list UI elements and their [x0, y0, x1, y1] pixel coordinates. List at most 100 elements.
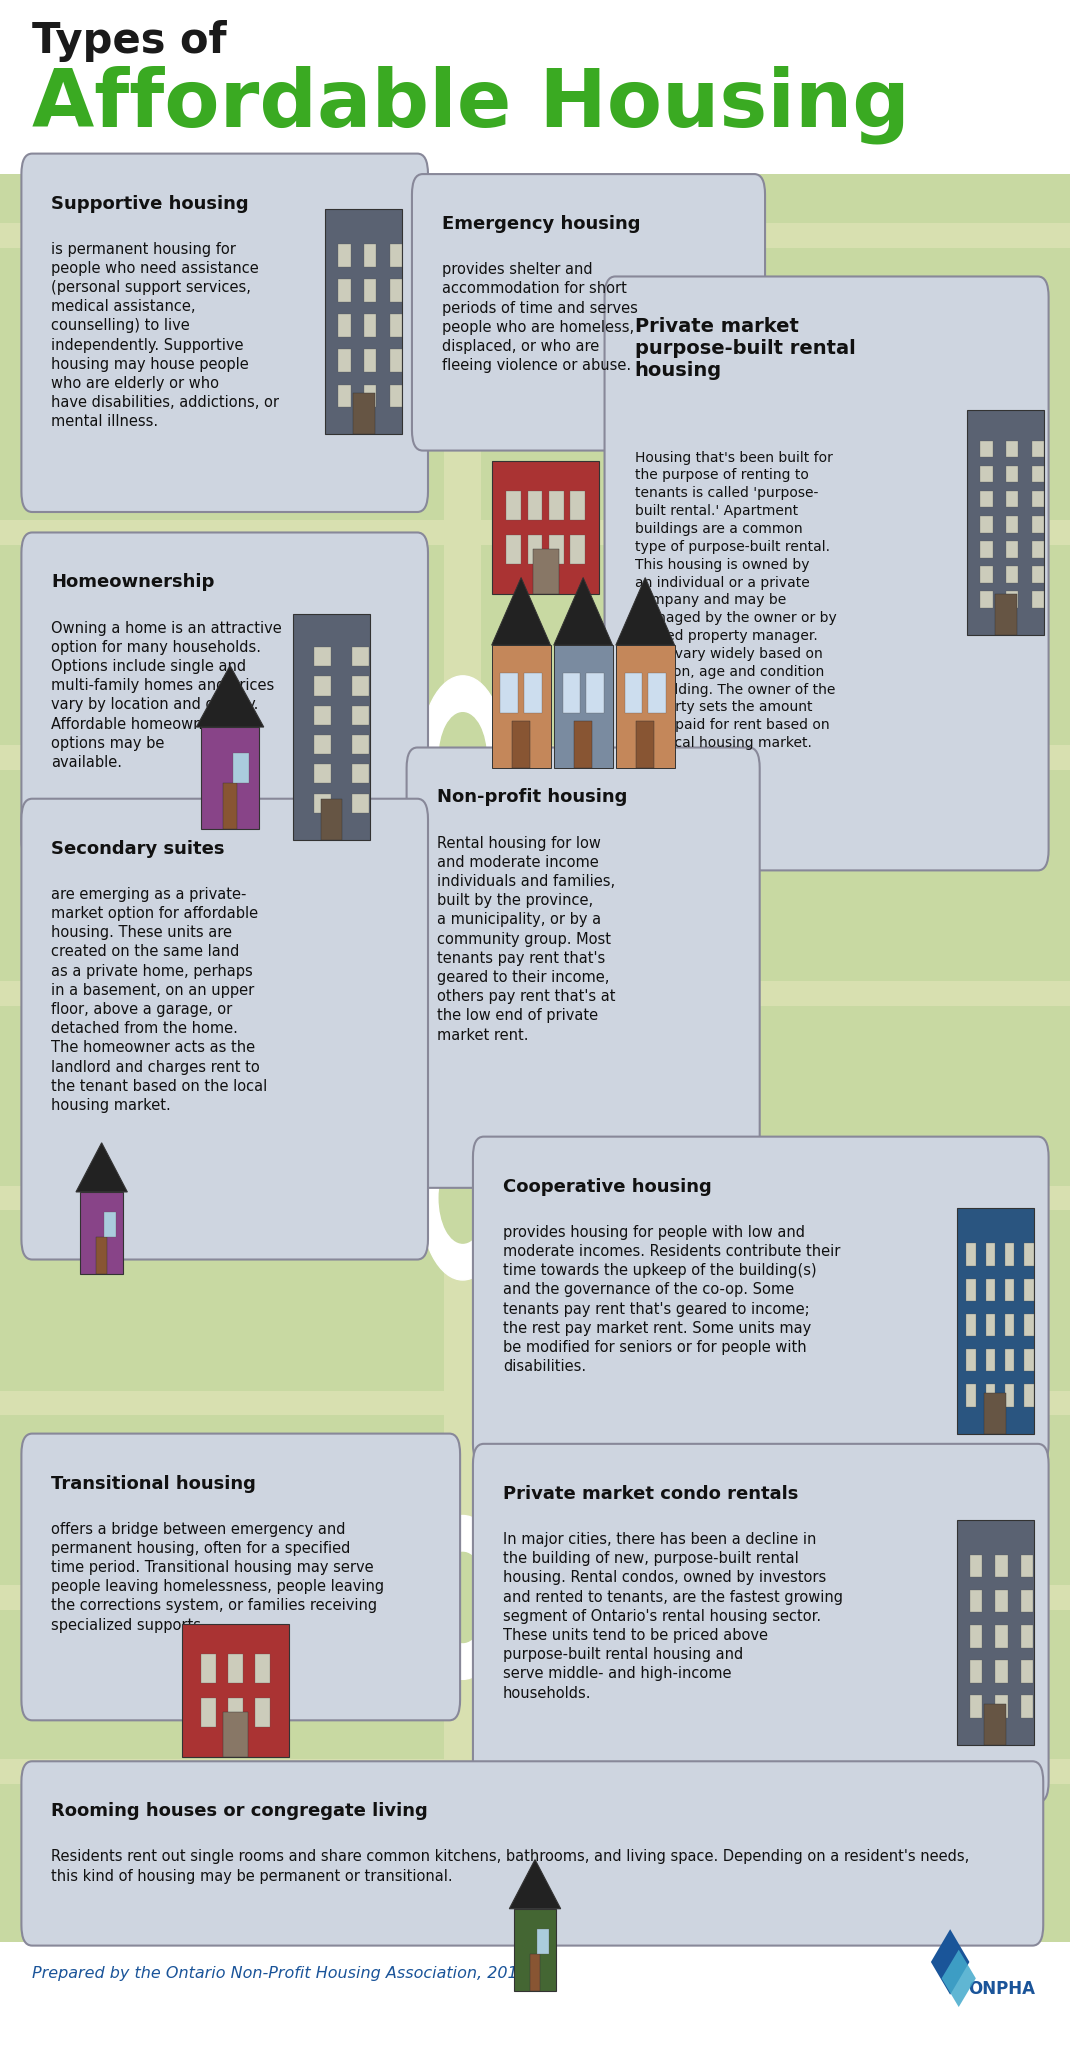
- Text: Owning a home is an attractive
option for many households.
Options include singl: Owning a home is an attractive option fo…: [51, 621, 282, 770]
- FancyBboxPatch shape: [957, 1520, 1034, 1745]
- FancyBboxPatch shape: [364, 244, 377, 266]
- FancyBboxPatch shape: [104, 1212, 116, 1237]
- FancyBboxPatch shape: [995, 1624, 1008, 1647]
- FancyBboxPatch shape: [528, 535, 542, 563]
- FancyBboxPatch shape: [444, 174, 482, 1942]
- Text: Secondary suites: Secondary suites: [51, 840, 225, 858]
- FancyBboxPatch shape: [0, 1391, 1070, 1415]
- FancyBboxPatch shape: [338, 385, 351, 408]
- Text: Prepared by the Ontario Non-Profit Housing Association, 2015.: Prepared by the Ontario Non-Profit Housi…: [32, 1966, 533, 1980]
- Text: Non-profit housing: Non-profit housing: [437, 788, 627, 807]
- FancyBboxPatch shape: [985, 1278, 995, 1300]
- Circle shape: [439, 1552, 487, 1642]
- FancyBboxPatch shape: [980, 565, 993, 584]
- FancyBboxPatch shape: [1005, 1313, 1014, 1335]
- FancyBboxPatch shape: [255, 1698, 270, 1726]
- Text: Rental housing for low
and moderate income
individuals and families,
built by th: Rental housing for low and moderate inco…: [437, 836, 615, 1042]
- FancyBboxPatch shape: [1006, 565, 1019, 584]
- Text: Housing that's been built for
the purpose of renting to
tenants is called 'purpo: Housing that's been built for the purpos…: [635, 451, 837, 750]
- FancyBboxPatch shape: [1024, 1350, 1034, 1372]
- Text: offers a bridge between emergency and
permanent housing, often for a specified
t: offers a bridge between emergency and pe…: [51, 1522, 384, 1632]
- FancyBboxPatch shape: [353, 393, 374, 434]
- FancyBboxPatch shape: [980, 440, 993, 457]
- Text: ONPHA: ONPHA: [968, 1980, 1036, 1999]
- FancyBboxPatch shape: [21, 154, 428, 512]
- FancyBboxPatch shape: [995, 1589, 1008, 1612]
- FancyBboxPatch shape: [1006, 440, 1019, 457]
- FancyBboxPatch shape: [966, 1278, 976, 1300]
- FancyBboxPatch shape: [980, 516, 993, 532]
- FancyBboxPatch shape: [980, 465, 993, 483]
- Text: Affordable Housing: Affordable Housing: [32, 66, 910, 143]
- FancyBboxPatch shape: [0, 1186, 1070, 1210]
- Text: Homeownership: Homeownership: [51, 573, 215, 592]
- FancyBboxPatch shape: [1006, 465, 1019, 483]
- FancyBboxPatch shape: [314, 647, 331, 666]
- FancyBboxPatch shape: [533, 549, 559, 594]
- FancyBboxPatch shape: [995, 1661, 1008, 1683]
- FancyBboxPatch shape: [985, 1313, 995, 1335]
- FancyBboxPatch shape: [412, 174, 765, 451]
- FancyBboxPatch shape: [0, 1585, 1070, 1610]
- FancyBboxPatch shape: [364, 350, 377, 373]
- FancyBboxPatch shape: [223, 1712, 248, 1757]
- FancyBboxPatch shape: [966, 1384, 976, 1407]
- FancyBboxPatch shape: [1031, 565, 1044, 584]
- FancyBboxPatch shape: [967, 410, 1044, 635]
- Polygon shape: [76, 1143, 127, 1192]
- FancyBboxPatch shape: [0, 174, 1070, 1942]
- FancyBboxPatch shape: [969, 1554, 982, 1577]
- FancyBboxPatch shape: [0, 1759, 1070, 1784]
- FancyBboxPatch shape: [625, 674, 642, 713]
- FancyBboxPatch shape: [980, 592, 993, 608]
- FancyBboxPatch shape: [1006, 516, 1019, 532]
- Circle shape: [439, 221, 487, 311]
- Text: provides shelter and
accommodation for short
periods of time and serves
people w: provides shelter and accommodation for s…: [442, 262, 638, 373]
- FancyBboxPatch shape: [492, 461, 599, 594]
- FancyBboxPatch shape: [966, 1313, 976, 1335]
- FancyBboxPatch shape: [96, 1237, 107, 1274]
- FancyBboxPatch shape: [1006, 541, 1019, 557]
- Circle shape: [419, 184, 506, 348]
- FancyBboxPatch shape: [995, 594, 1016, 635]
- FancyBboxPatch shape: [1021, 1589, 1034, 1612]
- FancyBboxPatch shape: [21, 1434, 460, 1720]
- FancyBboxPatch shape: [338, 279, 351, 301]
- Text: Transitional housing: Transitional housing: [51, 1475, 256, 1493]
- FancyBboxPatch shape: [1031, 492, 1044, 508]
- FancyBboxPatch shape: [969, 1589, 982, 1612]
- Text: In major cities, there has been a decline in
the building of new, purpose-built : In major cities, there has been a declin…: [503, 1532, 843, 1700]
- FancyBboxPatch shape: [1005, 1243, 1014, 1266]
- FancyBboxPatch shape: [524, 674, 541, 713]
- FancyBboxPatch shape: [1005, 1278, 1014, 1300]
- FancyBboxPatch shape: [1024, 1313, 1034, 1335]
- FancyBboxPatch shape: [314, 676, 331, 696]
- FancyBboxPatch shape: [325, 209, 402, 434]
- FancyBboxPatch shape: [506, 535, 521, 563]
- FancyBboxPatch shape: [969, 1661, 982, 1683]
- Polygon shape: [942, 1950, 976, 2007]
- FancyBboxPatch shape: [364, 385, 377, 408]
- FancyBboxPatch shape: [1006, 592, 1019, 608]
- FancyBboxPatch shape: [314, 707, 331, 725]
- Circle shape: [419, 1516, 506, 1679]
- FancyBboxPatch shape: [314, 735, 331, 754]
- FancyBboxPatch shape: [637, 721, 654, 768]
- Polygon shape: [931, 1929, 969, 1995]
- FancyBboxPatch shape: [549, 492, 564, 520]
- Text: is permanent housing for
people who need assistance
(personal support services,
: is permanent housing for people who need…: [51, 242, 279, 430]
- FancyBboxPatch shape: [985, 1243, 995, 1266]
- FancyBboxPatch shape: [957, 1208, 1034, 1434]
- FancyBboxPatch shape: [1005, 1350, 1014, 1372]
- Text: Types of: Types of: [32, 20, 227, 63]
- FancyBboxPatch shape: [528, 492, 542, 520]
- FancyBboxPatch shape: [554, 645, 613, 768]
- FancyBboxPatch shape: [407, 748, 760, 1188]
- FancyBboxPatch shape: [492, 645, 551, 768]
- FancyBboxPatch shape: [228, 1655, 243, 1683]
- FancyBboxPatch shape: [563, 674, 580, 713]
- FancyBboxPatch shape: [530, 1954, 540, 1991]
- FancyBboxPatch shape: [314, 764, 331, 784]
- Text: Private market
purpose-built rental
housing: Private market purpose-built rental hous…: [635, 317, 855, 381]
- FancyBboxPatch shape: [0, 223, 1070, 248]
